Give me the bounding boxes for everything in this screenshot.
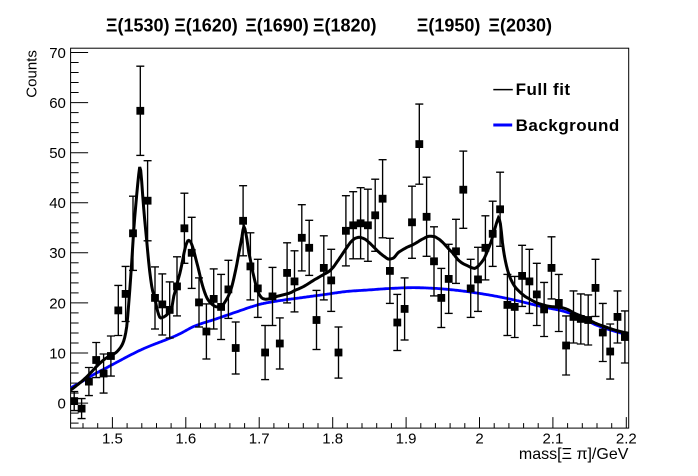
svg-text:Counts: Counts (24, 50, 41, 98)
svg-text:Ξ(1620): Ξ(1620) (174, 16, 238, 36)
svg-text:Ξ(1690): Ξ(1690) (245, 16, 309, 36)
svg-text:Ξ(1530): Ξ(1530) (106, 16, 170, 36)
svg-text:10: 10 (49, 345, 66, 362)
svg-text:Full fit: Full fit (516, 80, 571, 99)
svg-text:0: 0 (58, 396, 66, 413)
svg-text:Ξ(1820): Ξ(1820) (313, 16, 377, 36)
svg-text:1.8: 1.8 (322, 431, 343, 448)
svg-text:2: 2 (475, 431, 483, 448)
svg-text:mass[Ξ π]/GeV: mass[Ξ π]/GeV (519, 446, 629, 463)
svg-text:2.1: 2.1 (542, 431, 563, 448)
svg-text:1.6: 1.6 (175, 431, 196, 448)
svg-text:50: 50 (49, 145, 66, 162)
svg-text:1.7: 1.7 (249, 431, 270, 448)
svg-text:1.9: 1.9 (396, 431, 417, 448)
svg-text:40: 40 (49, 195, 66, 212)
svg-text:1.5: 1.5 (102, 431, 123, 448)
svg-text:70: 70 (49, 45, 66, 62)
svg-text:2.2: 2.2 (616, 431, 637, 448)
svg-text:30: 30 (49, 245, 66, 262)
svg-text:20: 20 (49, 295, 66, 312)
svg-text:Background: Background (516, 116, 620, 135)
svg-text:Ξ(2030): Ξ(2030) (488, 16, 552, 36)
svg-text:Ξ(1950): Ξ(1950) (417, 16, 481, 36)
svg-text:60: 60 (49, 95, 66, 112)
